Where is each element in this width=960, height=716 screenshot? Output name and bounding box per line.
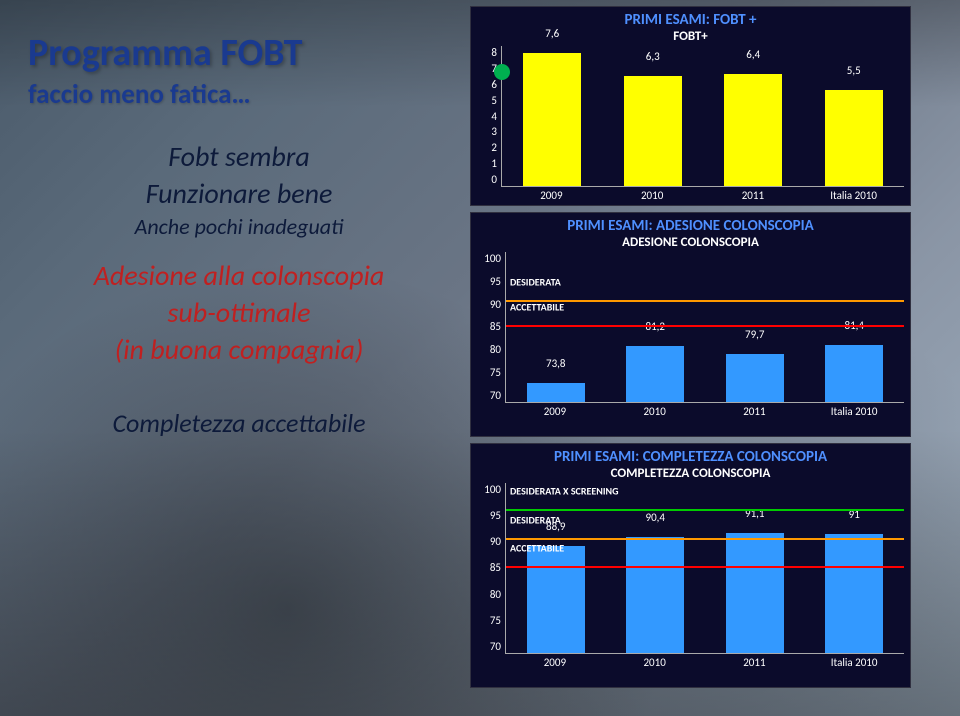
y-tick-label: 90 <box>490 298 501 311</box>
y-tick-label: 85 <box>490 561 501 574</box>
bar <box>624 76 682 186</box>
x-tick-label: 2011 <box>705 405 805 418</box>
bar <box>825 90 883 186</box>
x-tick-label: 2010 <box>605 405 705 418</box>
y-tick-label: 8 <box>491 46 497 59</box>
bar-value-label: 90,4 <box>646 511 665 524</box>
y-tick-label: 80 <box>490 588 501 601</box>
chart-completezza: PRIMI ESAMI: COMPLETEZZA COLONSCOPIACOMP… <box>470 443 911 688</box>
bar-value-label: 73,8 <box>546 357 565 370</box>
x-tick-label: 2009 <box>505 405 605 418</box>
bar-value-label: 79,7 <box>745 328 764 341</box>
x-axis: 200920102011Italia 2010 <box>505 656 904 669</box>
x-tick-label: 2011 <box>705 656 805 669</box>
reference-line <box>506 566 904 568</box>
chart-title: PRIMI ESAMI: ADESIONE COLONSCOPIA <box>477 217 904 235</box>
chart-subtitle: COMPLETEZZA COLONSCOPIA <box>477 466 904 481</box>
y-tick-label: 2 <box>491 141 497 154</box>
y-tick-label: 5 <box>491 94 497 107</box>
text-line-2: Funzionare bene <box>28 176 450 211</box>
x-tick-label: 2010 <box>605 656 705 669</box>
y-tick-label: 70 <box>490 389 501 402</box>
left-text-block: Programma FOBT faccio meno fatica… Fobt … <box>0 0 470 716</box>
reference-line <box>506 325 904 327</box>
y-tick-label: 6 <box>491 78 497 91</box>
y-axis: 100 95 90 85 80 75 70 <box>477 483 505 653</box>
reference-line <box>506 538 904 540</box>
text-line-7: Completezza accettabile <box>28 407 450 439</box>
bar-value-label: 6,3 <box>646 50 660 63</box>
y-tick-label: 80 <box>490 343 501 356</box>
x-axis: 200920102011Italia 2010 <box>501 189 904 202</box>
y-tick-label: 0 <box>491 173 497 186</box>
x-tick-label: 2011 <box>703 189 804 202</box>
bar <box>626 537 684 653</box>
plot-area: 73,881,279,781,4DESIDERATAACCETTABILE <box>505 252 904 403</box>
y-tick-label: 85 <box>490 320 501 333</box>
chart-title: PRIMI ESAMI: FOBT + <box>477 11 904 29</box>
text-line-4: Adesione alla colonscopia <box>28 258 450 293</box>
chart-title: PRIMI ESAMI: COMPLETEZZA COLONSCOPIA <box>477 448 904 466</box>
bar-value-label: 7,6 <box>545 27 559 40</box>
plot-area: 7,66,36,45,5 <box>501 46 904 187</box>
x-tick-label: 2010 <box>602 189 703 202</box>
x-tick-label: Italia 2010 <box>804 405 904 418</box>
bar <box>825 345 883 402</box>
reference-label: DESIDERATA X SCREENING <box>510 485 618 498</box>
chart-fobt: PRIMI ESAMI: FOBT +FOBT+8765432107,66,36… <box>470 6 911 206</box>
text-line-5: sub-ottimale <box>28 295 450 330</box>
bar <box>825 534 883 653</box>
bar-value-label: 5,5 <box>847 64 861 77</box>
x-tick-label: Italia 2010 <box>804 656 904 669</box>
bar <box>527 383 585 402</box>
bar <box>726 354 784 403</box>
text-line-1: Fobt sembra <box>28 139 450 174</box>
y-tick-label: 3 <box>491 125 497 138</box>
reference-line <box>506 509 904 511</box>
chart-subtitle: ADESIONE COLONSCOPIA <box>477 235 904 250</box>
bar <box>626 346 684 402</box>
y-tick-label: 90 <box>490 535 501 548</box>
bar-value-label: 6,4 <box>746 48 760 61</box>
y-tick-label: 4 <box>491 110 497 123</box>
reference-line <box>506 300 904 302</box>
text-line-3: Anche pochi inadeguati <box>28 213 450 240</box>
y-tick-label: 75 <box>490 614 501 627</box>
x-tick-label: Italia 2010 <box>803 189 904 202</box>
x-axis: 200920102011Italia 2010 <box>505 405 904 418</box>
y-axis: 100 95 90 85 80 75 70 <box>477 252 505 402</box>
main-title: Programma FOBT <box>28 30 450 76</box>
reference-label: ACCETTABILE <box>510 301 564 314</box>
y-tick-label: 95 <box>490 275 501 288</box>
y-tick-label: 75 <box>490 366 501 379</box>
main-subtitle: faccio meno fatica… <box>28 78 450 111</box>
bar <box>523 53 581 186</box>
bar-value-label: 88,9 <box>546 520 565 533</box>
y-tick-label: 100 <box>484 252 501 265</box>
x-tick-label: 2009 <box>505 656 605 669</box>
y-tick-label: 70 <box>490 640 501 653</box>
chart-subtitle: FOBT+ <box>477 29 904 44</box>
y-tick-label: 95 <box>490 509 501 522</box>
y-tick-label: 100 <box>484 483 501 496</box>
bar <box>726 533 784 653</box>
marker-dot <box>494 64 510 80</box>
y-tick-label: 1 <box>491 157 497 170</box>
bar <box>527 546 585 653</box>
bar <box>724 74 782 186</box>
x-tick-label: 2009 <box>501 189 602 202</box>
chart-adesione: PRIMI ESAMI: ADESIONE COLONSCOPIAADESION… <box>470 212 911 437</box>
reference-label: DESIDERATA <box>510 276 561 289</box>
plot-area: 88,990,491,191DESIDERATA X SCREENINGDESI… <box>505 483 904 654</box>
charts-column: PRIMI ESAMI: FOBT +FOBT+8765432107,66,36… <box>470 0 915 716</box>
text-line-6: (in buona compagnia) <box>28 332 450 367</box>
